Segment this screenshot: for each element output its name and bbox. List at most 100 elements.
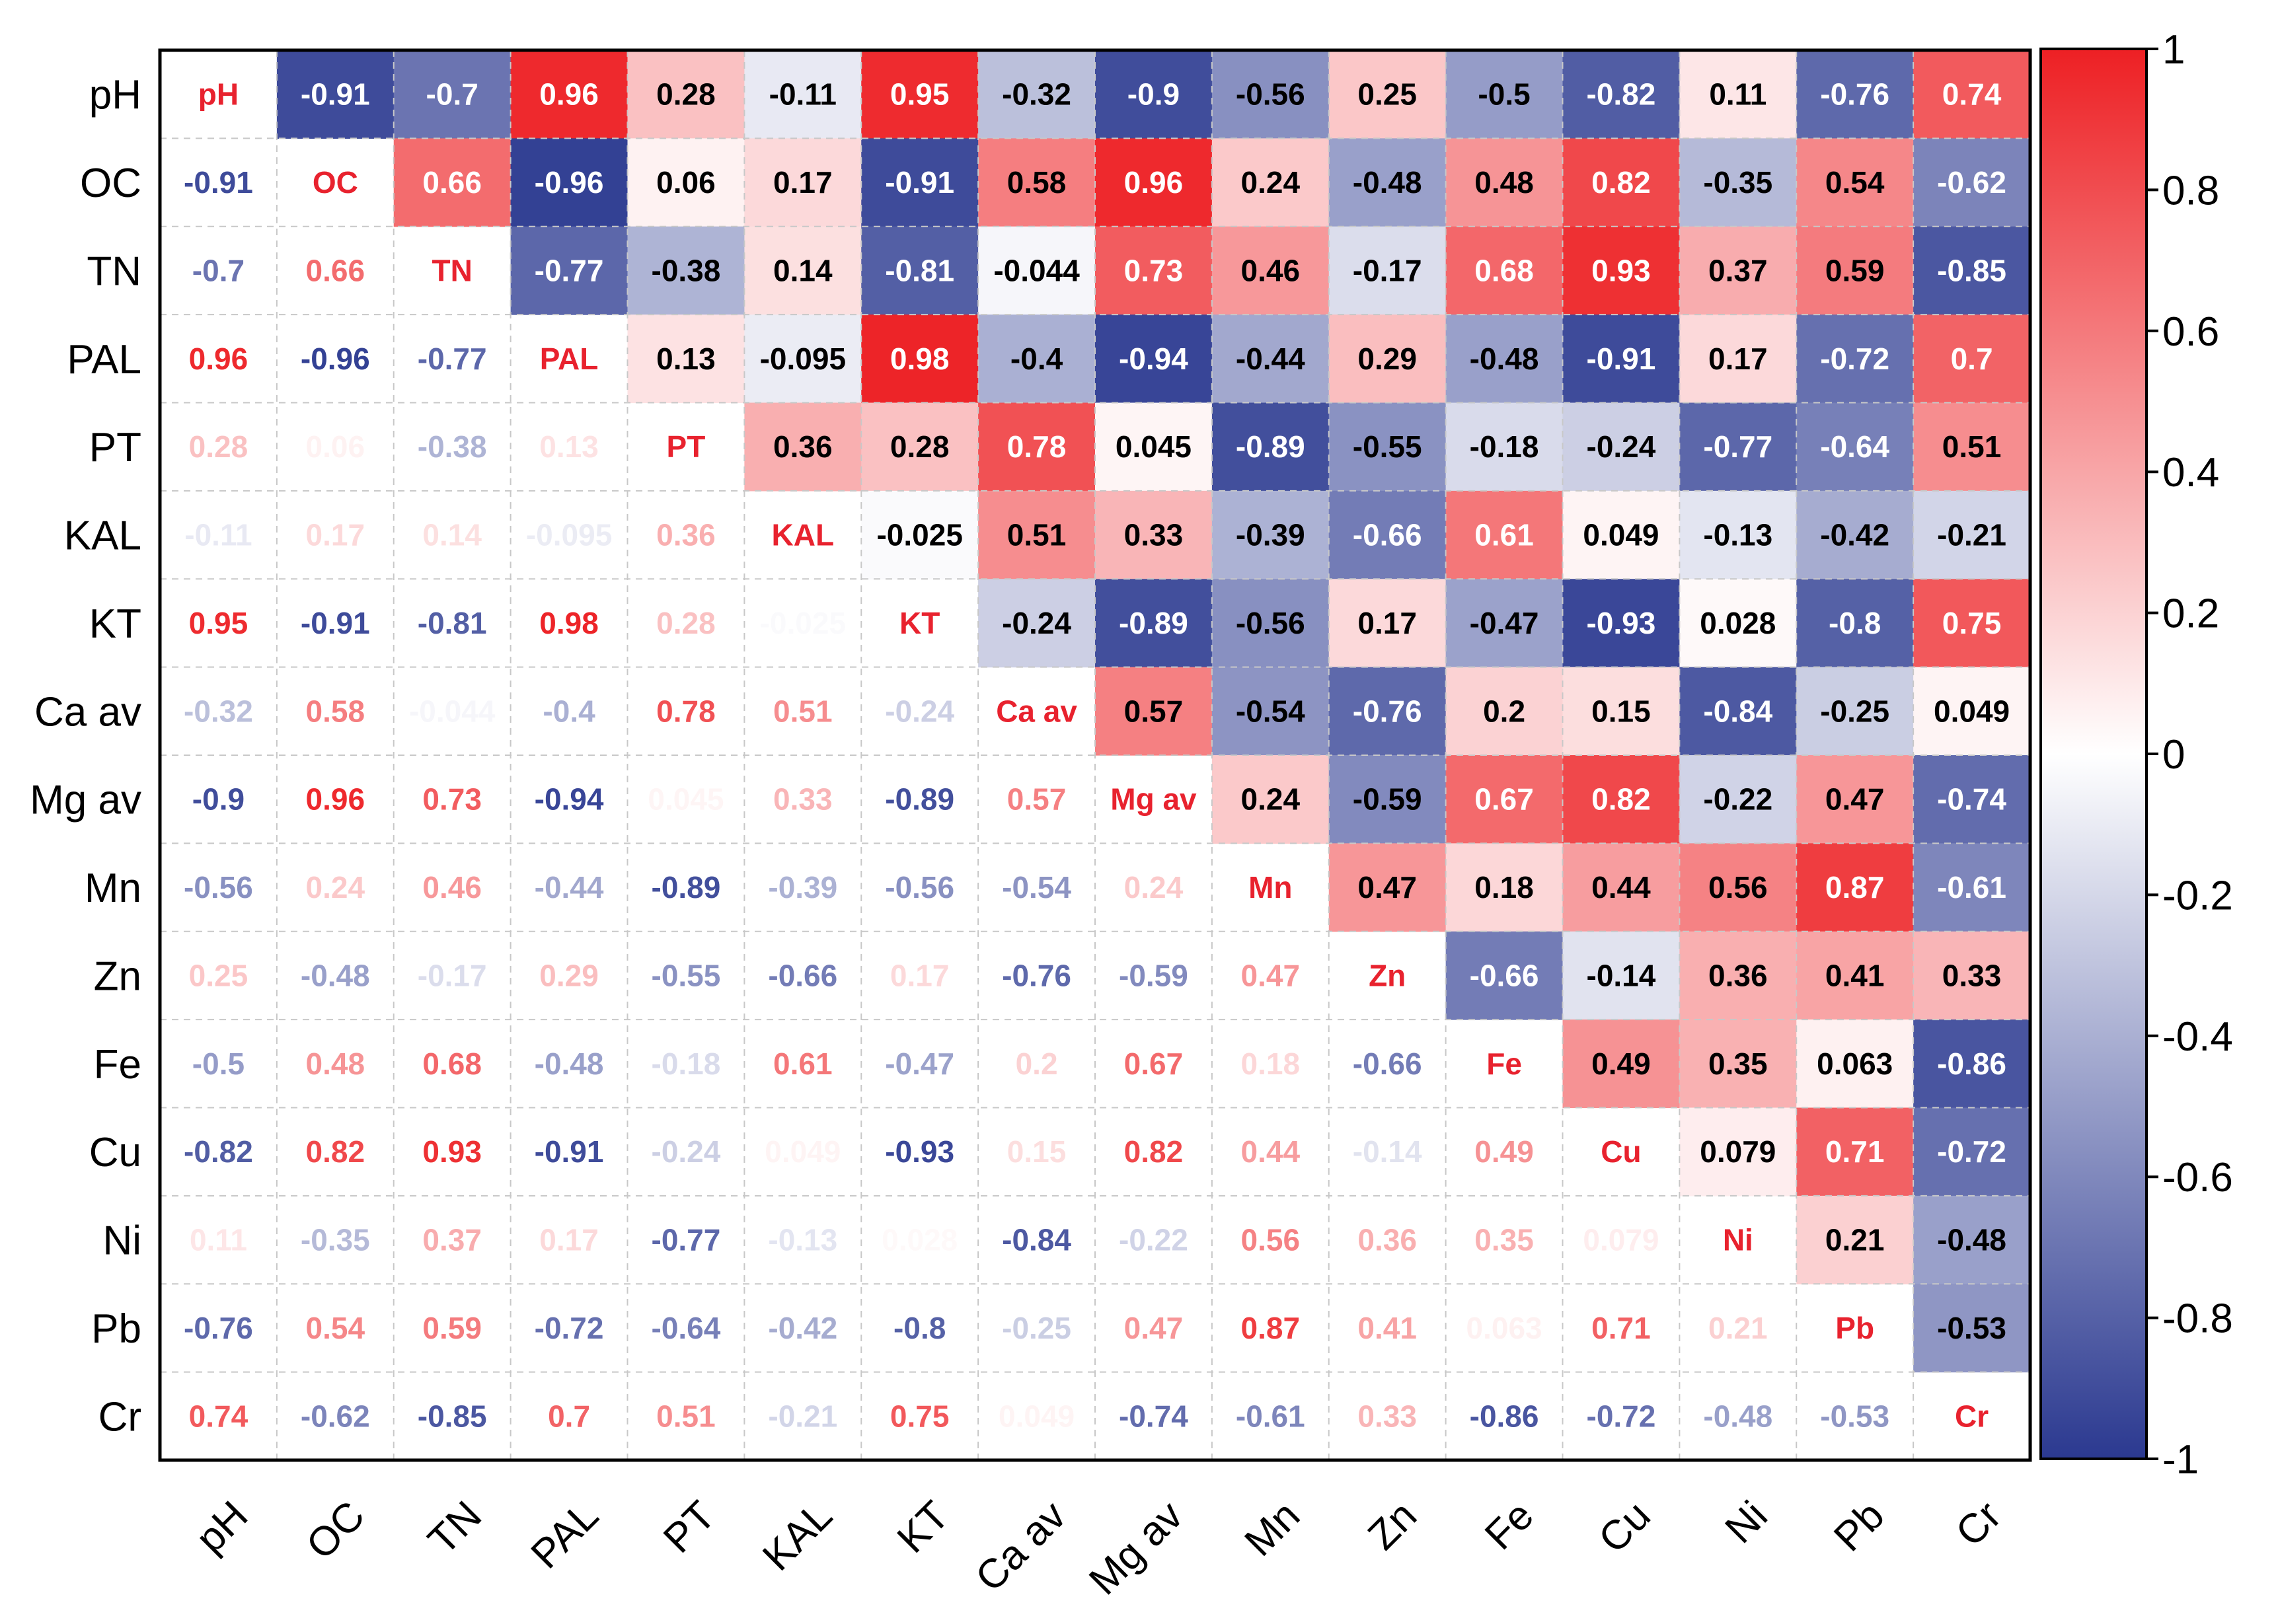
heatmap-cell [1562,138,1680,227]
heatmap-cell [1445,843,1564,932]
cell-value-label: -0.61 [1937,870,2006,904]
heatmap-cell [1679,1019,1797,1109]
cell-value-label: -0.82 [1587,77,1656,112]
cell-value-label: -0.24 [1587,429,1656,464]
heatmap-cell [1796,1107,1914,1197]
row-label-ca-av: Ca av [34,689,141,735]
heatmap-cell [1211,579,1330,668]
cell-value-label: 0.049 [1583,518,1659,552]
column-label-oc: OC [298,1493,374,1569]
cell-value-label: -0.48 [535,1047,604,1081]
cell-value-label: -0.9 [1127,77,1180,112]
cell-value-label: -0.82 [184,1134,253,1169]
column-labels: pH OC TN PAL PT KAL KT Ca av Mg av Mn Zn Fe Cu Ni Pb Cr [187,1493,2010,1604]
cell-value-label: 0.74 [1942,77,2002,112]
column-label-pb: Pb [1825,1493,1893,1560]
heatmap-cell [1679,931,1797,1020]
cell-value-label: -0.64 [652,1311,721,1345]
cell-value-label: 0.41 [1825,958,1885,992]
cell-value-label: 0.24 [1241,782,1301,817]
heatmap-cell [861,138,979,227]
heatmap-cell [1328,226,1447,315]
cell-value-label: -0.93 [885,1134,954,1169]
column-label-cu: Cu [1590,1493,1659,1562]
cell-value-label: 0.59 [1825,253,1885,287]
cell-value-label: 0.049 [999,1399,1075,1433]
colorbar-tick-label: -0.2 [2162,873,2233,918]
heatmap-cell [1913,579,2031,668]
cell-value-label: -0.61 [1236,1399,1305,1433]
row-label-mg-av: Mg av [30,778,141,823]
colorbar-tick-label: 1 [2162,27,2185,73]
heatmap-cell [1445,931,1564,1020]
cell-value-label: -0.62 [301,1399,370,1433]
cell-value-label: -0.84 [1703,694,1772,728]
heatmap-cell [1913,1284,2031,1373]
heatmap-cell [1328,843,1447,932]
cell-value-label: 0.54 [306,1311,365,1345]
cell-value-label: -0.72 [535,1311,604,1345]
heatmap-cell [1445,226,1564,315]
cell-value-label: -0.32 [1002,77,1071,112]
cell-value-label: -0.85 [418,1399,487,1433]
cell-value-label: 0.2 [1016,1047,1058,1081]
cell-value-label: -0.4 [1010,342,1063,376]
cell-value-label: -0.55 [652,958,721,992]
cell-value-label: -0.17 [1353,253,1422,287]
cell-value-label: -0.81 [885,253,954,287]
column-label-ni: Ni [1717,1493,1776,1552]
column-label-zn: Zn [1359,1493,1425,1559]
column-label-fe: Fe [1476,1493,1542,1559]
cell-value-label: 0.14 [422,518,482,552]
heatmap-cell [861,490,979,579]
heatmap-cell [1445,579,1564,668]
cell-value-label: -0.96 [535,165,604,200]
cell-value-label: -0.17 [418,958,487,992]
cell-value-label: -0.56 [1236,606,1305,640]
cell-value-label: 0.75 [890,1399,950,1433]
cell-value-label: 0.17 [1708,342,1768,376]
heatmap-cell [1679,226,1797,315]
heatmap-cell [1211,138,1330,227]
cell-value-label: -0.62 [1937,165,2006,200]
cell-value-label: -0.76 [1002,958,1071,992]
diagonal-variable-label: Pb [1835,1311,1874,1345]
cell-value-label: 0.063 [1466,1311,1542,1345]
cell-value-label: 0.36 [1357,1223,1417,1257]
cell-value-label: 0.29 [539,958,599,992]
row-label-zn: Zn [94,953,141,999]
heatmap-cell [744,314,862,404]
cell-value-label: 0.66 [306,253,365,287]
cell-value-label: -0.8 [1829,606,1881,640]
cell-value-label: 0.25 [189,958,248,992]
colorbar-tick-label: -1 [2162,1437,2199,1483]
cell-value-label: 0.78 [656,694,716,728]
cell-value-label: -0.56 [885,870,954,904]
colorbar-gradient [2039,48,2148,1460]
cell-value-label: 0.51 [656,1399,716,1433]
heatmap-cell [1562,843,1680,932]
cell-value-label: 0.87 [1241,1311,1301,1345]
cell-value-label: 0.14 [773,253,833,287]
colorbar-tick-label: -0.8 [2162,1296,2233,1342]
cell-value-label: 0.49 [1474,1134,1534,1169]
cell-value-label: 0.37 [422,1223,482,1257]
cell-value-label: 0.47 [1241,958,1301,992]
diagonal-variable-label: Ni [1723,1223,1753,1257]
cell-value-label: -0.22 [1703,782,1772,817]
cell-value-label: -0.9 [192,782,245,817]
row-label-pb: Pb [91,1306,141,1352]
colorbar-tick-label: 0.4 [2162,450,2219,496]
cell-value-label: -0.89 [652,870,721,904]
cell-value-label: -0.35 [1703,165,1772,200]
heatmap-cell [1679,579,1797,668]
cell-value-label: 0.66 [422,165,482,200]
heatmap-cell [744,226,862,315]
diagonal-variable-label: Zn [1369,958,1406,992]
heatmap-cell [1562,490,1680,579]
heatmap-cell [1445,490,1564,579]
cell-value-label: 0.98 [890,342,950,376]
heatmap-cell [1679,314,1797,404]
heatmap-cell [744,402,862,492]
cell-value-label: 0.36 [1708,958,1768,992]
